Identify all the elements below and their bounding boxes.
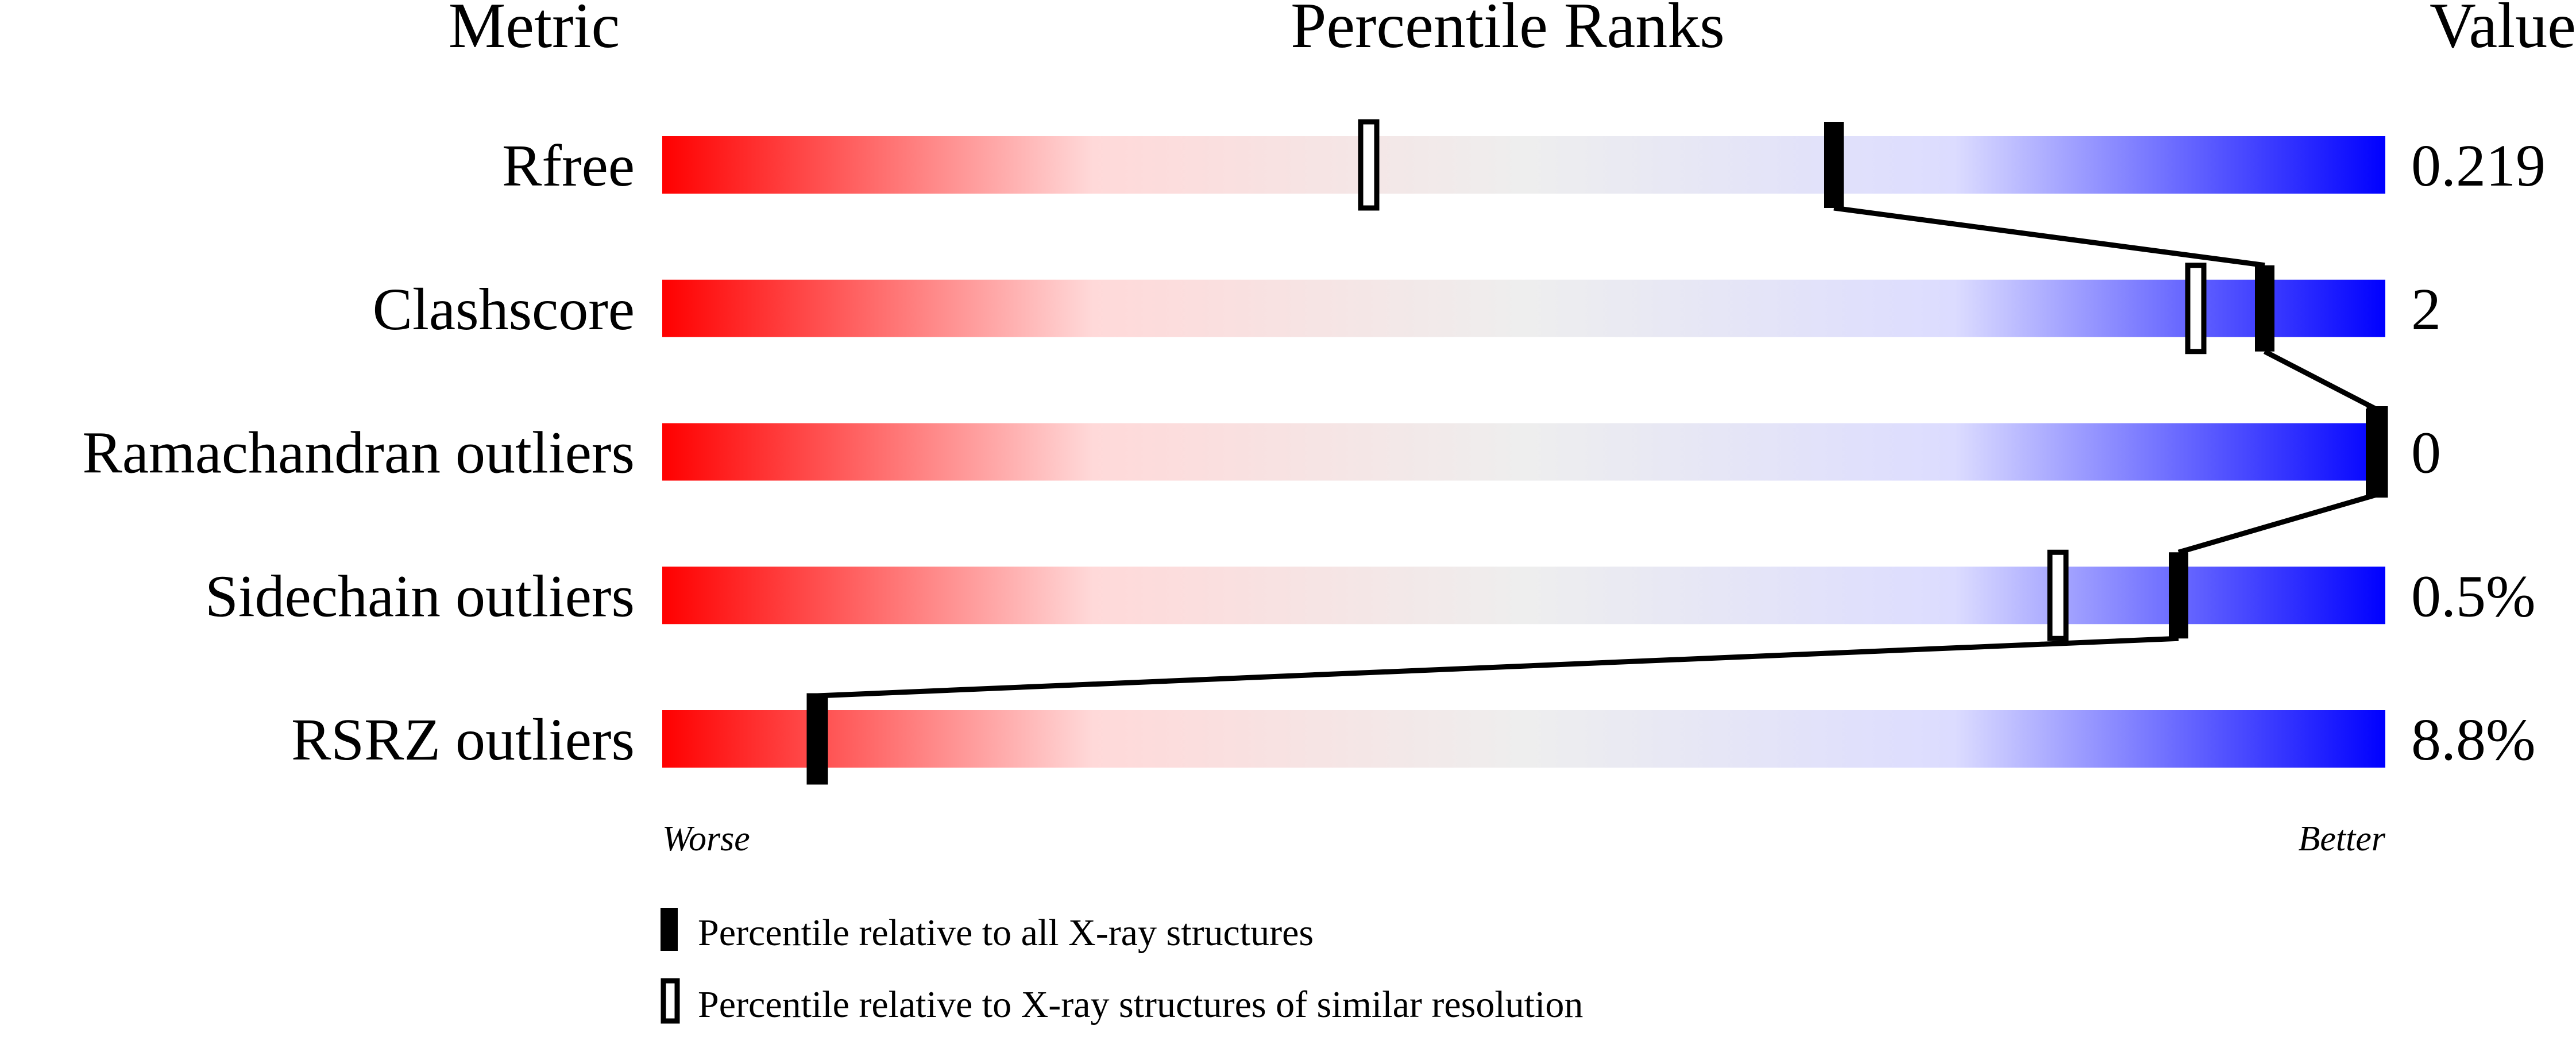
all-structures-marker (1824, 122, 1844, 208)
all-structures-marker (808, 696, 827, 782)
metric-value: 0 (2411, 420, 2441, 486)
header-percentile: Percentile Ranks (1291, 0, 1725, 61)
metric-label: RSRZ outliers (291, 707, 635, 773)
similar-resolution-marker (2047, 549, 2069, 641)
metric-label: Sidechain outliers (205, 563, 635, 629)
legend-open-label: Percentile relative to X-ray structures … (698, 984, 1583, 1026)
metric-label: Clashscore (373, 276, 635, 342)
header-metric: Metric (449, 0, 620, 61)
similar-resolution-marker (2185, 263, 2207, 355)
connector-line (2177, 492, 2377, 555)
connector-line (1833, 205, 2265, 268)
metric-value: 2 (2411, 276, 2441, 342)
percentile-bar (662, 710, 2385, 768)
all-structures-marker (2255, 265, 2274, 352)
metric-value: 8.8% (2411, 707, 2536, 773)
metric-label: Ramachandran outliers (82, 420, 635, 486)
header-value: Value (2430, 0, 2576, 61)
connector-line (2263, 349, 2377, 411)
axis-worse-label: Worse (662, 819, 750, 858)
percentile-bar (662, 567, 2385, 625)
metric-value: 0.219 (2411, 133, 2546, 199)
connector-line (817, 635, 2179, 699)
legend-filled-label: Percentile relative to all X-ray structu… (698, 912, 1314, 954)
all-structures-marker (2169, 552, 2188, 639)
percentile-bar (662, 423, 2385, 481)
percentile-bar (662, 279, 2385, 337)
legend-open-marker (661, 978, 680, 1024)
legend-filled-marker (661, 908, 678, 951)
percentile-bar (662, 136, 2385, 194)
metric-value: 0.5% (2411, 563, 2536, 629)
axis-better-label: Better (2299, 819, 2386, 858)
metric-label: Rfree (502, 133, 635, 199)
similar-resolution-marker (1358, 119, 1380, 211)
all-structures-marker (2366, 409, 2385, 495)
